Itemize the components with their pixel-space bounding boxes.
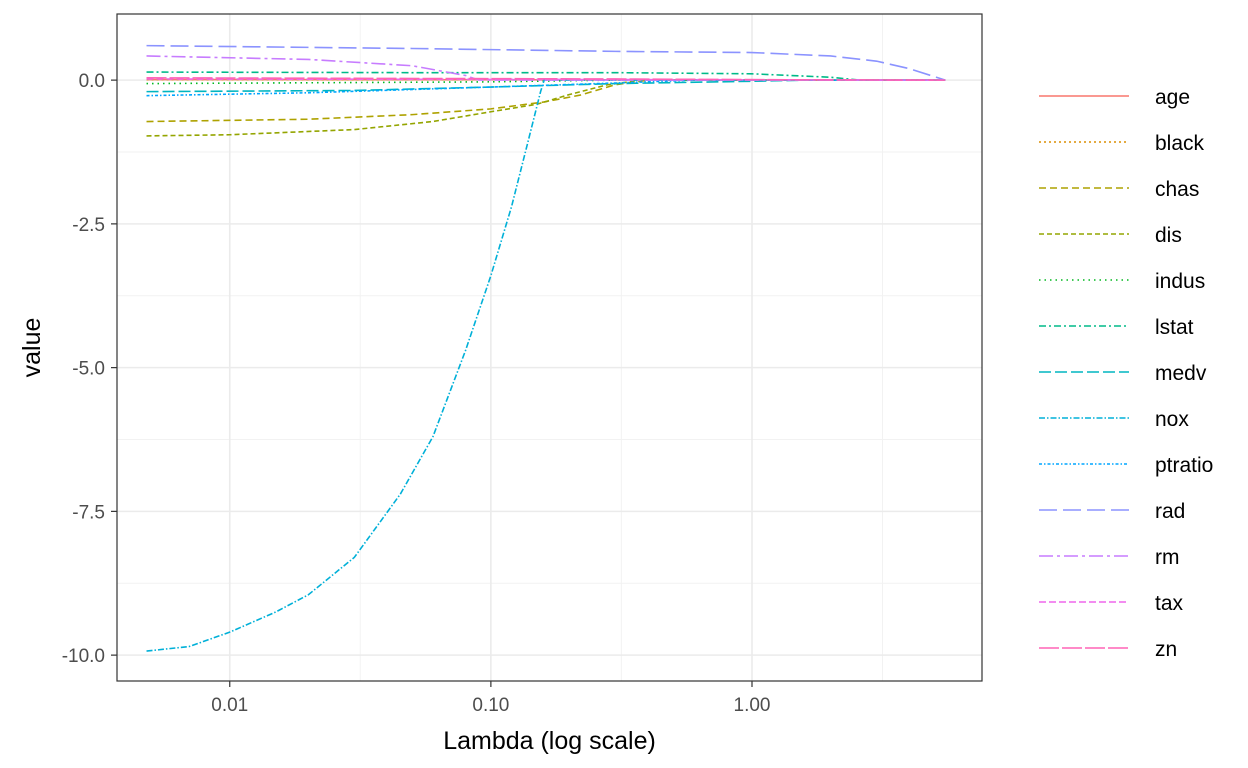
- legend-item-dis: dis: [1039, 224, 1182, 247]
- series-line-lstat: [146, 71, 946, 81]
- legend-item-rm: rm: [1039, 546, 1180, 569]
- legend-item-zn: zn: [1039, 638, 1177, 661]
- legend-label: age: [1155, 86, 1190, 109]
- legend-label: indus: [1155, 270, 1205, 293]
- legend-label: zn: [1155, 638, 1177, 661]
- legend-item-nox: nox: [1039, 408, 1189, 431]
- legend-item-black: black: [1039, 132, 1205, 155]
- series-line-nox: [146, 79, 946, 652]
- legend: age black chas dis indus lstat medv nox ptratio r…: [1039, 86, 1213, 661]
- series-lines: [146, 44, 946, 652]
- plot-panel-border: [116, 13, 983, 682]
- legend-item-medv: medv: [1039, 362, 1207, 385]
- series-line-tax: [146, 78, 946, 81]
- y-axis-title: value: [18, 318, 46, 378]
- legend-item-lstat: lstat: [1039, 316, 1194, 339]
- legend-label: medv: [1155, 362, 1207, 385]
- legend-label: black: [1155, 132, 1205, 155]
- legend-label: tax: [1155, 592, 1184, 615]
- minor-gridlines: [117, 14, 982, 681]
- x-axis-ticks: 0.01 0.10 1.00: [211, 681, 770, 716]
- legend-label: rm: [1155, 546, 1180, 569]
- legend-label: ptratio: [1155, 454, 1213, 477]
- x-tick-label: 0.10: [472, 695, 509, 716]
- legend-item-tax: tax: [1039, 592, 1184, 615]
- y-tick-label: -5.0: [72, 359, 105, 380]
- y-tick-label: 0.0: [79, 71, 105, 92]
- series-line-rad: [146, 44, 946, 81]
- legend-label: lstat: [1155, 316, 1194, 339]
- series-line-zn: [146, 77, 946, 81]
- legend-item-age: age: [1039, 86, 1190, 109]
- legend-item-indus: indus: [1039, 270, 1205, 293]
- legend-label: rad: [1155, 500, 1185, 523]
- x-axis-title: Lambda (log scale): [443, 727, 656, 755]
- series-line-chas: [146, 79, 946, 123]
- y-tick-label: -2.5: [72, 215, 105, 236]
- legend-item-rad: rad: [1039, 500, 1185, 523]
- legend-label: chas: [1155, 178, 1199, 201]
- x-tick-label: 1.00: [734, 695, 771, 716]
- y-tick-label: -10.0: [62, 646, 105, 667]
- legend-label: nox: [1155, 408, 1189, 431]
- x-tick-label: 0.01: [211, 695, 248, 716]
- y-tick-label: -7.5: [72, 502, 105, 523]
- y-axis-ticks: 0.0 -2.5 -5.0 -7.5 -10.0: [62, 71, 117, 667]
- legend-item-chas: chas: [1039, 178, 1199, 201]
- legend-label: dis: [1155, 224, 1182, 247]
- legend-item-ptratio: ptratio: [1039, 454, 1213, 477]
